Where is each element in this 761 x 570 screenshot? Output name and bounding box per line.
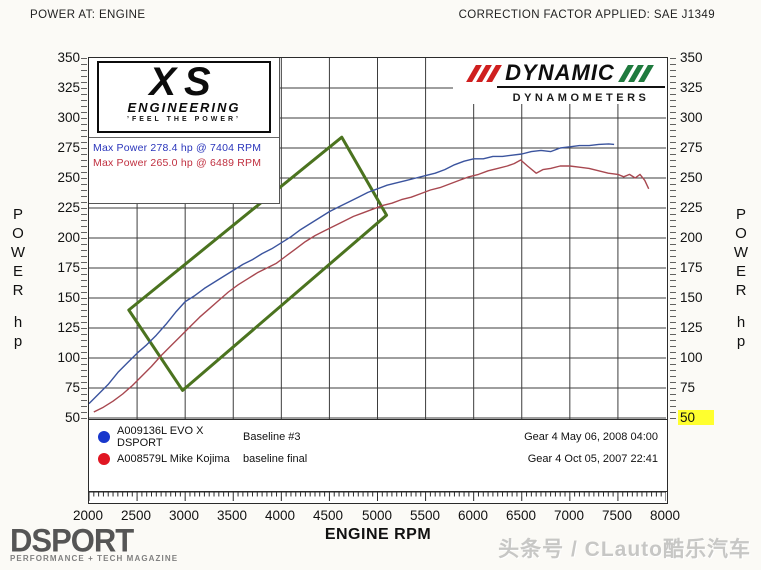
x-tick-label: 5500 — [409, 508, 441, 523]
x-axis-title: ENGINE RPM — [324, 526, 432, 543]
x-tick-label: 4000 — [264, 508, 296, 523]
run-legend: A009136L EVO X DSPORT Baseline #3 Gear 4… — [89, 419, 667, 492]
y-tick-label-left: 100 — [57, 350, 80, 365]
max-power-readouts: Max Power 278.4 hp @ 7404 RPM Max Power … — [89, 137, 279, 171]
y-tick-label-right: 150 — [680, 290, 703, 305]
xs-logo-text: XS — [149, 61, 219, 104]
power-at-label: POWER AT: ENGINE — [30, 9, 146, 21]
y-tick-label-left: 175 — [57, 260, 80, 275]
dynamic-logo-text: DYNAMIC — [505, 60, 615, 85]
xs-engineering-logo: XS ENGINEERING ’FEEL THE POWER’ — [97, 61, 271, 133]
legend-marker-blue — [98, 431, 110, 443]
x-tick-label: 2000 — [72, 508, 104, 523]
correction-factor-label: CORRECTION FACTOR APPLIED: SAE J1349 — [458, 9, 715, 21]
highlight-rectangle — [127, 135, 389, 392]
y-tick-label-right: 75 — [680, 380, 696, 395]
y-tick-label-right: 250 — [680, 170, 703, 185]
x-tick-label: 8000 — [649, 508, 681, 523]
y-axis-letter: R — [12, 282, 24, 299]
y-tick-label-right: 350 — [680, 50, 703, 65]
power-curve-baseline3 — [89, 143, 615, 405]
x-tick-label: 4500 — [312, 508, 344, 523]
y-tick-label-right: 100 — [680, 350, 703, 365]
max-power-line-blue: Max Power 278.4 hp @ 7404 RPM — [93, 142, 262, 154]
y-axis-letter: P — [735, 206, 746, 223]
y-axis-unit-letter: h — [13, 314, 23, 331]
watermark-text: 头条号 / CLauto酷乐汽车 — [498, 538, 751, 561]
legend-run-desc: Baseline #3 — [243, 431, 301, 443]
dyno-plot: XS ENGINEERING ’FEEL THE POWER’ Max Powe… — [88, 57, 668, 504]
y-axis-unit-letter: p — [13, 333, 23, 350]
y-tick-label-left: 150 — [57, 290, 80, 305]
xs-logo-subtext: ENGINEERING — [127, 100, 241, 115]
dsport-logo-tagline: PERFORMANCE + TECH MAGAZINE — [10, 554, 179, 563]
y-tick-label-right: 125 — [680, 320, 703, 335]
y-tick-label-left: 350 — [57, 50, 80, 65]
y-tick-label-right: 325 — [680, 80, 703, 95]
y-tick-label-left: 75 — [64, 380, 80, 395]
dynamic-logo-subrow: DYNAMOMETERS — [497, 86, 665, 106]
y-tick-label-left: 50 — [64, 410, 80, 425]
legend-row: A009136L EVO X DSPORT Baseline #3 Gear 4… — [89, 425, 667, 449]
y-tick-label-left: 300 — [57, 110, 80, 125]
xs-logo-tagline: ’FEEL THE POWER’ — [127, 116, 241, 123]
y-axis-letter: W — [733, 244, 749, 261]
y-tick-label-right: 200 — [680, 230, 703, 245]
dynamometers-text: DYNAMOMETERS — [512, 92, 650, 104]
power-curve-baseline-final — [93, 159, 650, 413]
x-tick-label: 6000 — [457, 508, 489, 523]
x-tick-label: 2500 — [120, 508, 152, 523]
y-axis-letter: O — [735, 225, 747, 242]
x-tick-label: 3500 — [216, 508, 248, 523]
legend-run-desc: baseline final — [243, 453, 308, 465]
y-tick-label-left: 225 — [57, 200, 80, 215]
y-tick-label-right: 300 — [680, 110, 703, 125]
y-axis-letter: W — [10, 244, 26, 261]
y-tick-label-left: 200 — [57, 230, 80, 245]
x-tick-label: 7000 — [553, 508, 585, 523]
y-tick-label-right: 175 — [680, 260, 703, 275]
x-tick-label: 3000 — [168, 508, 200, 523]
y-axis-unit-letter: h — [736, 314, 746, 331]
legend-row: A008579L Mike Kojima baseline final Gear… — [89, 448, 667, 470]
y-axis-minor-ticks-left — [81, 58, 87, 419]
y-axis-letter: O — [12, 225, 24, 242]
y-axis-letter: R — [735, 282, 747, 299]
dynamic-dynamometers-logo: DYNAMIC DYNAMOMETERS — [453, 58, 667, 104]
legend-run-id: A009136L EVO X DSPORT — [117, 425, 204, 449]
max-power-panel: XS ENGINEERING ’FEEL THE POWER’ Max Powe… — [89, 58, 280, 204]
y-axis-unit-letter: p — [736, 333, 746, 350]
y-tick-label-left: 325 — [57, 80, 80, 95]
y-tick-label-left: 125 — [57, 320, 80, 335]
dsport-logo-text: DSPORT — [10, 522, 134, 559]
x-tick-label: 6500 — [505, 508, 537, 523]
y-tick-label-right: 275 — [680, 140, 703, 155]
legend-marker-red — [98, 453, 110, 465]
plot-grid-and-curves — [89, 58, 666, 501]
x-tick-label: 7500 — [601, 508, 633, 523]
y-tick-label-left: 250 — [57, 170, 80, 185]
legend-run-date: Gear 4 May 06, 2008 04:00 — [524, 431, 658, 443]
y-axis-letter: P — [12, 206, 23, 223]
legend-run-id: A008579L Mike Kojima — [117, 453, 230, 465]
dsport-logo: DSPORT PERFORMANCE + TECH MAGAZINE — [10, 522, 179, 563]
y-tick-label-right-highlighted: 50 — [678, 410, 714, 425]
y-tick-label-right: 225 — [680, 200, 703, 215]
dynamic-logo-row: DYNAMIC — [453, 61, 667, 85]
y-axis-letter: E — [12, 263, 23, 280]
y-axis-minor-ticks-right — [670, 58, 676, 419]
y-tick-label-left: 275 — [57, 140, 80, 155]
legend-run-date: Gear 4 Oct 05, 2007 22:41 — [527, 453, 658, 465]
y-axis-letter: E — [735, 263, 746, 280]
max-power-line-red: Max Power 265.0 hp @ 6489 RPM — [93, 157, 262, 169]
x-tick-label: 5000 — [361, 508, 393, 523]
